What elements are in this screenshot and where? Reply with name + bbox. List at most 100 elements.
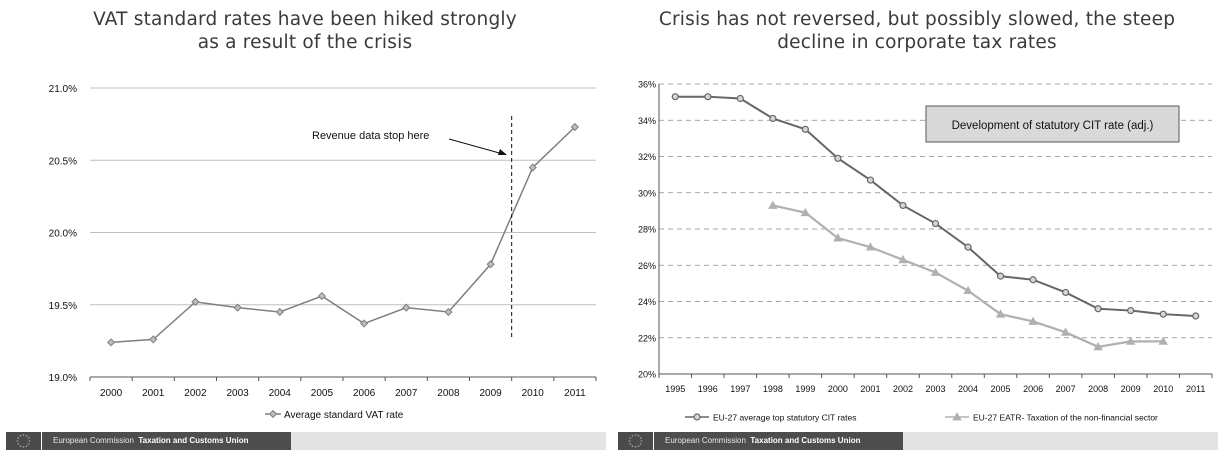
x-tick-label: 2002	[184, 388, 207, 399]
x-tick-label: 2000	[100, 388, 123, 399]
x-tick-label: 1999	[795, 384, 815, 394]
series-1-data-point	[898, 255, 908, 264]
eu-star	[639, 437, 642, 439]
series-1-data-point	[1028, 316, 1038, 325]
annotation-box-label: Development of statutory CIT rate (adj.)	[952, 120, 1154, 132]
eu-star	[16, 440, 19, 442]
eu-flag-icon	[618, 432, 653, 450]
left-footer-unit: Taxation and Customs Union	[138, 436, 249, 445]
series-0-data-point	[1029, 276, 1037, 284]
series-1-data-point	[963, 285, 973, 295]
series-1-data-point	[800, 207, 811, 217]
y-tick-label: 36%	[638, 80, 656, 90]
series-0-data-point	[834, 154, 842, 162]
right-chart-panel: Crisis has not reversed, but possibly sl…	[612, 0, 1222, 450]
vat-data-point	[359, 319, 369, 328]
right-footer-unit: Taxation and Customs Union	[750, 436, 861, 445]
eu-star	[640, 440, 643, 442]
eu-star	[628, 440, 631, 442]
vat-data-point	[528, 163, 537, 172]
x-tick-label: 1998	[763, 384, 783, 394]
x-tick-label: 2011	[564, 388, 586, 399]
series-0-data-point	[671, 93, 679, 101]
x-tick-label: 2006	[353, 388, 376, 399]
vat-series-line	[111, 126, 576, 344]
right-footer-org: European Commission	[665, 436, 746, 445]
series-0-data-point	[964, 243, 972, 251]
eu-star	[27, 437, 30, 439]
revenue-stop-annotation: Revenue data stop here	[312, 130, 429, 142]
eu-star	[22, 446, 25, 448]
legend-label: Average standard VAT rate	[284, 410, 404, 421]
series-1-data-point	[1158, 336, 1168, 345]
y-tick-label: 21.0%	[49, 84, 77, 95]
x-tick-label: 2006	[1023, 384, 1043, 394]
legend-marker-1	[952, 412, 962, 421]
y-tick-label: 32%	[638, 152, 656, 162]
x-tick-label: 2001	[860, 384, 880, 394]
x-tick-label: 1997	[730, 384, 750, 394]
series-1-data-point	[768, 200, 778, 209]
series-0-data-point	[899, 201, 907, 210]
eu-star	[637, 445, 640, 448]
eu-star	[639, 443, 642, 445]
annotation-arrowhead	[498, 149, 507, 155]
vat-data-point	[191, 297, 200, 306]
vat-data-point	[233, 303, 242, 312]
annotation-arrow	[448, 138, 504, 155]
vat-data-point	[486, 260, 495, 269]
series-0-data-point	[769, 114, 777, 123]
left-footer-bar: European Commission Taxation and Customs…	[42, 432, 291, 450]
eu-star	[17, 443, 20, 445]
vat-data-point	[444, 307, 453, 317]
y-tick-label: 22%	[638, 333, 656, 343]
x-tick-label: 2011	[1186, 384, 1205, 394]
right-chart-title: Crisis has not reversed, but possibly sl…	[658, 9, 1176, 53]
left-footer-grey-bar	[291, 432, 606, 450]
x-tick-label: 2008	[1088, 384, 1108, 394]
cit-rate-chart: 20% 22% 24% 26% 28% 30% 32% 34% 36% 1995 1996 1997 1…	[638, 80, 1213, 423]
eu-star	[22, 434, 25, 436]
series-0-data-point	[931, 219, 940, 228]
eu-star	[629, 437, 632, 439]
eu-star	[17, 437, 20, 439]
x-tick-label: 2004	[269, 388, 292, 399]
vat-rate-chart: 19.0% 19.5% 20.0% 20.5% 21.0% 2000 2001 2002 200…	[49, 84, 597, 421]
x-tick-label: 2001	[142, 388, 165, 399]
y-tick-label: 19.5%	[49, 301, 77, 312]
annotation-box	[925, 105, 1180, 143]
series-line-1	[772, 204, 1164, 348]
x-tick-label: 2004	[958, 384, 978, 394]
eu-flag-icon	[6, 432, 41, 450]
series-1-data-point	[865, 242, 876, 251]
series-1-data-point	[995, 309, 1006, 318]
vat-data-point	[570, 122, 580, 132]
eu-star	[631, 434, 634, 437]
x-tick-label: 2002	[893, 384, 913, 394]
y-tick-label: 34%	[638, 116, 656, 126]
y-tick-label: 20%	[638, 370, 656, 380]
x-tick-label: 2000	[828, 384, 848, 394]
series-1-data-point	[930, 267, 941, 276]
right-footer-grey-bar	[903, 432, 1218, 450]
vat-data-point	[149, 335, 158, 344]
left-chart-panel: VAT standard rates have been hiked stron…	[0, 0, 610, 450]
series-0-data-point	[1094, 305, 1102, 313]
y-tick-label: 20.5%	[49, 156, 77, 167]
eu-stars-glyph	[628, 434, 643, 448]
x-tick-label: 2003	[925, 384, 945, 394]
series-1-data-point	[833, 233, 843, 242]
vat-data-point	[402, 303, 411, 312]
series-1-data-point	[1093, 342, 1103, 351]
series-0-data-point	[996, 272, 1005, 280]
x-tick-label: 2005	[991, 384, 1011, 394]
series-0-data-point	[1192, 312, 1200, 320]
series-0-data-point	[801, 125, 809, 133]
x-tick-label: 2009	[479, 388, 502, 399]
right-footer-bar: European Commission Taxation and Customs…	[654, 432, 903, 450]
series-0-data-point	[1159, 310, 1167, 318]
y-tick-label: 26%	[638, 261, 656, 271]
x-tick-label: 2008	[437, 388, 460, 399]
eu-star	[631, 445, 634, 448]
y-tick-label: 24%	[638, 297, 656, 307]
